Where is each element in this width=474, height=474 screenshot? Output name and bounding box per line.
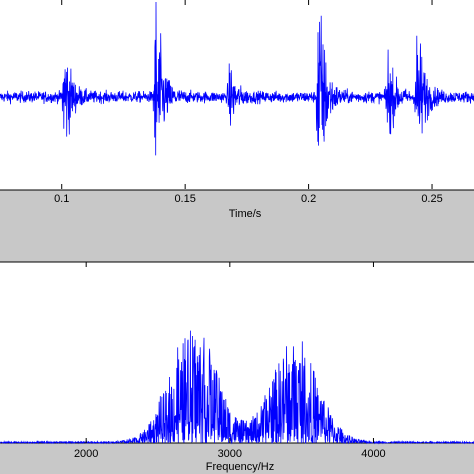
spectrum-tick-label: 4000 bbox=[361, 448, 385, 460]
time-tick-label: 0.25 bbox=[421, 193, 442, 205]
spectrum-tick-label: 3000 bbox=[218, 448, 242, 460]
spectrum-axis-label: Frequency/Hz bbox=[206, 461, 274, 473]
spectrum-ticks: 2000 3000 4000 bbox=[74, 262, 386, 460]
time-plot: 0.1 0.15 0.2 0.25 Time/s bbox=[0, 0, 474, 220]
time-tick-label: 0.15 bbox=[174, 193, 195, 205]
time-series-line bbox=[0, 1, 474, 156]
spectrum-series-line bbox=[0, 330, 474, 445]
spectrum-plot: 2000 3000 4000 Frequency/Hz bbox=[0, 261, 474, 473]
spectrum-plot-area bbox=[0, 261, 474, 444]
time-tick-label: 0.1 bbox=[54, 193, 69, 205]
time-ticks: 0.1 0.15 0.2 0.25 bbox=[54, 0, 443, 205]
time-axis-label: Time/s bbox=[229, 208, 262, 220]
spectrum-tick-label: 2000 bbox=[74, 448, 98, 460]
time-tick-label: 0.2 bbox=[301, 193, 316, 205]
